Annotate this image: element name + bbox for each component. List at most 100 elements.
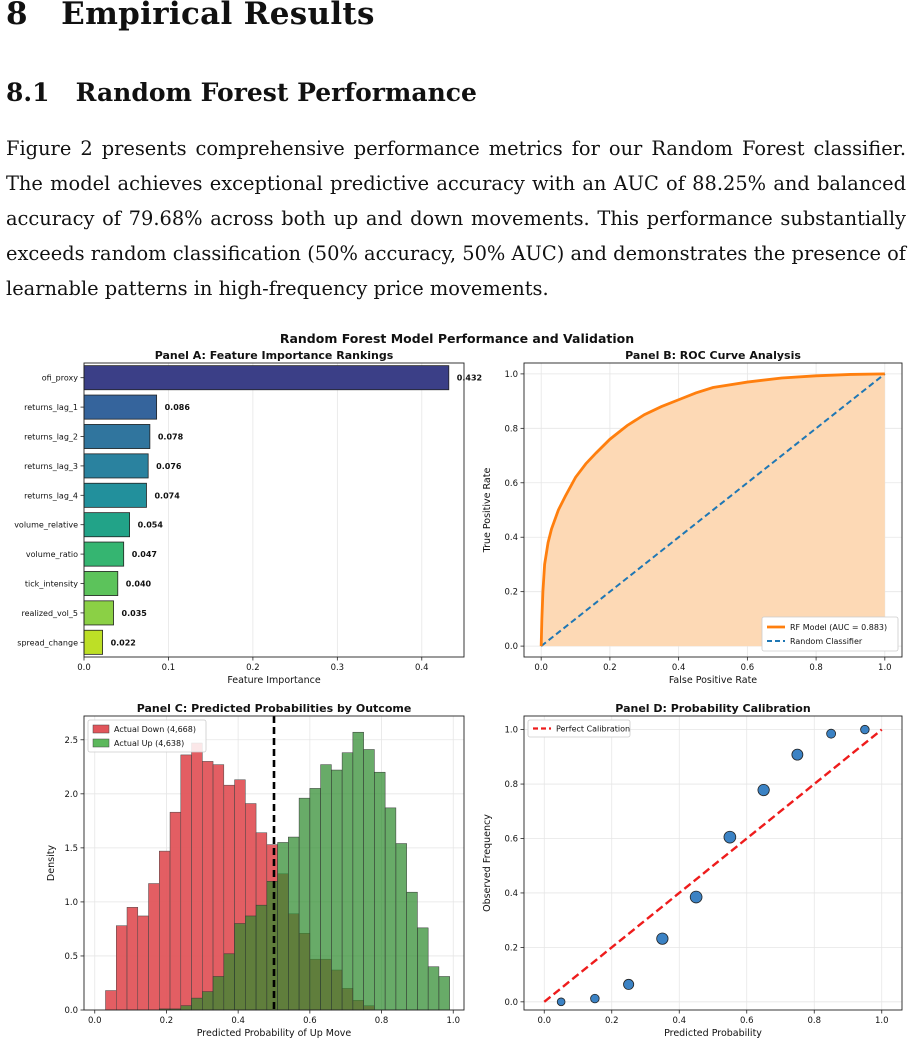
value-label: 0.074 xyxy=(154,491,180,500)
feature-bar xyxy=(83,571,119,596)
down-hist-bar xyxy=(137,915,149,1011)
y-tick-label: 1.0 xyxy=(504,370,518,380)
legend-label: Perfect Calibration xyxy=(556,725,630,734)
down-hist-bar xyxy=(105,990,117,1011)
legend-swatch-up xyxy=(92,738,110,748)
up-hist-bar xyxy=(406,891,418,1011)
x-tick-label: 0.6 xyxy=(303,1016,317,1026)
legend-label: RF Model (AUC = 0.883) xyxy=(790,623,887,632)
calibration-point xyxy=(623,978,635,990)
up-hist-bar xyxy=(277,842,289,1011)
figure-suptitle: Random Forest Model Performance and Vali… xyxy=(280,331,634,346)
legend-box xyxy=(527,719,631,738)
panel-title: Panel A: Feature Importance Rankings xyxy=(155,349,394,362)
axes-frame xyxy=(83,362,465,658)
y-tick-label: 0.6 xyxy=(504,835,518,845)
up-hist-bar xyxy=(223,953,235,1011)
calibration-point xyxy=(757,783,770,797)
up-hist-bar xyxy=(384,807,397,1011)
y-axis-label: Observed Frequency xyxy=(482,814,493,912)
value-label: 0.022 xyxy=(111,638,136,647)
up-hist-bar xyxy=(202,991,214,1011)
value-label: 0.086 xyxy=(165,403,191,412)
feature-label: volume_ratio xyxy=(26,550,78,559)
x-tick-label: 0.4 xyxy=(672,1016,686,1026)
legend-label: Actual Down (4,668) xyxy=(114,725,196,734)
value-label: 0.035 xyxy=(122,609,148,618)
value-label: 0.076 xyxy=(156,462,182,471)
x-tick-label: 0.4 xyxy=(415,663,429,673)
y-tick-label: 0.2 xyxy=(504,588,518,598)
y-tick-label: 2.5 xyxy=(64,736,78,746)
y-axis-label: True Positive Rate xyxy=(482,468,493,554)
value-label: 0.040 xyxy=(126,580,152,589)
feature-label: returns_lag_3 xyxy=(24,462,78,471)
down-hist-bar xyxy=(191,742,203,1011)
x-tick-label: 0.8 xyxy=(809,663,823,673)
y-tick-label: 1.0 xyxy=(504,726,518,736)
feature-bar xyxy=(83,394,158,420)
panel-d-calibration: 0.0 0.2 0.4 0.6 0.8 1.0 0.0 0.2 0.4 0.6 0.8 1.0 Pane… xyxy=(482,702,903,1039)
roc-curve-line xyxy=(539,372,885,647)
feature-bar xyxy=(83,482,147,508)
x-tick-label: 0.0 xyxy=(88,1016,102,1026)
y-axis-label: Density xyxy=(46,845,57,881)
x-tick-label: 0.1 xyxy=(162,663,176,673)
x-tick-label: 0.6 xyxy=(741,663,755,673)
y-tick-label: 0.4 xyxy=(504,889,518,899)
up-hist-bar xyxy=(363,749,375,1011)
feature-bar xyxy=(83,512,130,538)
x-axis-label: Predicted Probability of Up Move xyxy=(197,1028,352,1039)
down-hist-bar xyxy=(126,907,139,1011)
up-hist-bar xyxy=(234,923,246,1011)
up-hist-bar xyxy=(320,764,332,1011)
down-hist-bar xyxy=(212,764,225,1011)
x-axis-label: Feature Importance xyxy=(227,675,321,686)
x-axis-label: False Positive Rate xyxy=(669,675,757,686)
feature-bar xyxy=(83,424,151,449)
value-label: 0.047 xyxy=(132,550,157,559)
y-tick-label: 0.0 xyxy=(504,998,518,1008)
x-tick-label: 0.0 xyxy=(534,663,548,673)
calibration-point xyxy=(826,728,837,739)
y-tick-label: 0.8 xyxy=(504,424,518,434)
up-hist-bar xyxy=(266,881,278,1011)
feature-label: realized_vol_5 xyxy=(21,609,78,618)
down-hist-bar xyxy=(169,811,182,1011)
panel-title: Panel C: Predicted Probabilities by Outc… xyxy=(137,702,412,715)
feature-label: tick_intensity xyxy=(25,580,78,589)
perfect-calibration-line xyxy=(543,728,883,1003)
value-label: 0.078 xyxy=(158,433,184,442)
up-hist-bar xyxy=(245,915,257,1011)
up-hist-bar xyxy=(288,836,300,1011)
panel-b-roc-curve: 0.0 0.2 0.4 0.6 0.8 1.0 0.0 0.2 0.4 0.6 0.8 1.0 Pane… xyxy=(482,349,903,686)
calibration-point xyxy=(791,748,804,761)
feature-bar xyxy=(83,453,149,479)
down-hist-bar xyxy=(159,850,171,1011)
panel-title: Panel D: Probability Calibration xyxy=(615,702,810,715)
axes-frame xyxy=(83,715,465,1011)
x-axis-label: Predicted Probability xyxy=(664,1028,762,1039)
feature-label: returns_lag_4 xyxy=(24,491,78,500)
x-tick-label: 0.4 xyxy=(672,663,686,673)
x-tick-label: 1.0 xyxy=(875,1016,889,1026)
feature-bar xyxy=(83,629,103,655)
legend-label: Actual Up (4,638) xyxy=(114,739,184,748)
y-tick-label: 0.2 xyxy=(504,943,518,953)
x-tick-label: 0.2 xyxy=(605,1016,619,1026)
feature-label: returns_lag_2 xyxy=(24,433,78,442)
up-hist-bar xyxy=(417,927,429,1011)
feature-label: ofi_proxy xyxy=(42,374,79,383)
down-hist-bar xyxy=(116,925,128,1011)
up-hist-bar xyxy=(309,788,321,1011)
subsection-number: 8.1 xyxy=(6,78,50,107)
up-hist-bar xyxy=(255,904,268,1011)
legend-box xyxy=(761,616,899,652)
random-classifier-line xyxy=(540,373,886,647)
body-paragraph: Figure 2 presents comprehensive performa… xyxy=(6,131,906,306)
x-tick-label: 0.8 xyxy=(807,1016,821,1026)
y-tick-label: 0.4 xyxy=(504,533,518,543)
up-hist-bar xyxy=(438,976,450,1011)
calibration-point xyxy=(860,724,870,735)
legend-swatch-down xyxy=(92,724,110,734)
